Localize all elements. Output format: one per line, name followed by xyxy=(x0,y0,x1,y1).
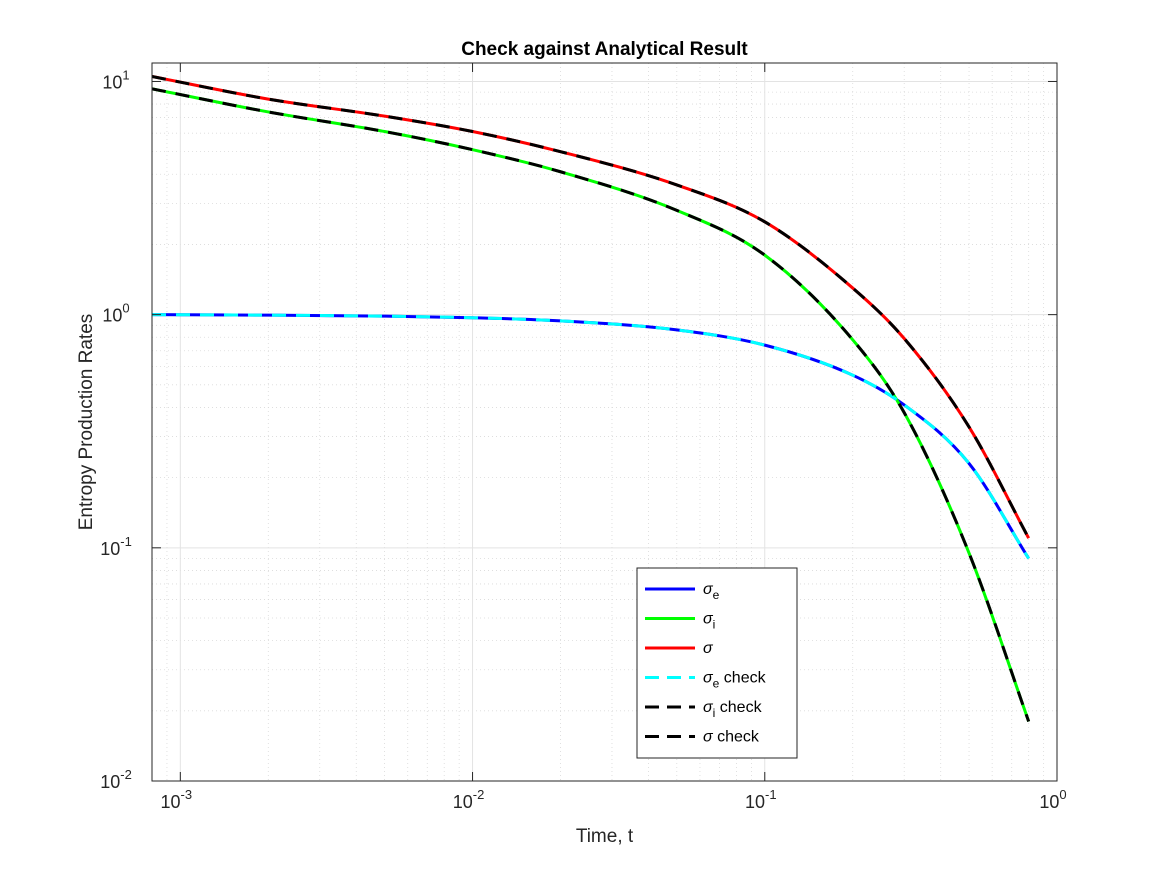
minor-grid xyxy=(152,63,1057,781)
x-tick-label: 100 xyxy=(1039,787,1066,812)
plot-area xyxy=(152,63,1057,781)
legend-symbol: σ xyxy=(703,670,714,687)
y-tick-label-exp: 0 xyxy=(122,301,129,316)
series-layer xyxy=(152,75,1031,722)
y-tick-label-exp: 1 xyxy=(122,67,129,82)
x-tick-label-exp: -2 xyxy=(473,787,485,802)
y-tick-label: 10-2 xyxy=(100,767,132,792)
legend-entry-label: σe check xyxy=(703,670,767,691)
y-tick-label-exp: -2 xyxy=(120,767,132,782)
y-tick-label-base: 10 xyxy=(100,772,120,792)
legend-symbol: σ xyxy=(703,699,714,716)
y-tick-label-base: 10 xyxy=(100,539,120,559)
legend-symbol: σ xyxy=(703,611,714,628)
series-line-σe-check xyxy=(152,313,1030,560)
legend-entry-label: σi check xyxy=(703,699,763,720)
legend-subscript: e xyxy=(713,588,720,602)
legend-box xyxy=(636,567,798,759)
legend-entry-label: σe xyxy=(703,581,720,602)
chart-title: Check against Analytical Result xyxy=(461,39,748,60)
x-tick-label-base: 10 xyxy=(453,792,473,812)
x-axis-label: Time, t xyxy=(576,826,634,847)
y-axis-label: Entropy Production Rates xyxy=(76,314,97,531)
legend-suffix: check xyxy=(713,729,760,746)
x-tick-label-exp: 0 xyxy=(1059,787,1066,802)
y-tick-label: 100 xyxy=(102,301,129,326)
ticks xyxy=(152,63,1058,782)
legend-subscript: e xyxy=(713,677,720,691)
legend-suffix: check xyxy=(719,670,766,687)
legend-entry-label: σi xyxy=(703,611,715,632)
y-tick-label-base: 10 xyxy=(102,72,122,92)
y-tick-label-base: 10 xyxy=(102,306,122,326)
legend-entry-label: σ check xyxy=(703,729,760,746)
x-tick-label-base: 10 xyxy=(745,792,765,812)
legend-subscript: i xyxy=(713,618,716,632)
x-tick-labels: 10-3 10-2 10-1 100 xyxy=(161,787,1067,812)
x-tick-label-exp: -1 xyxy=(765,787,777,802)
plot-background xyxy=(152,63,1057,781)
legend-subscript: i xyxy=(713,706,716,720)
x-tick-label-base: 10 xyxy=(161,792,181,812)
y-tick-label-exp: -1 xyxy=(120,534,132,549)
series-line-σ-check xyxy=(152,75,1031,539)
x-tick-label: 10-1 xyxy=(745,787,777,812)
y-tick-label: 10-1 xyxy=(100,534,132,559)
legend-symbol: σ xyxy=(703,581,714,598)
y-tick-label: 101 xyxy=(102,67,129,92)
legend-suffix: check xyxy=(715,699,762,716)
axes-box xyxy=(151,62,1058,782)
x-tick-label: 10-2 xyxy=(453,787,485,812)
x-tick-label: 10-3 xyxy=(161,787,193,812)
legend-symbol: σ xyxy=(703,729,714,746)
x-tick-label-base: 10 xyxy=(1039,792,1059,812)
axes-frame xyxy=(151,62,1058,782)
x-tick-label-exp: -3 xyxy=(181,787,193,802)
legend-entry-label: σ xyxy=(703,640,714,657)
legend-symbol: σ xyxy=(703,640,714,657)
series-line-σi-check xyxy=(152,87,1031,722)
